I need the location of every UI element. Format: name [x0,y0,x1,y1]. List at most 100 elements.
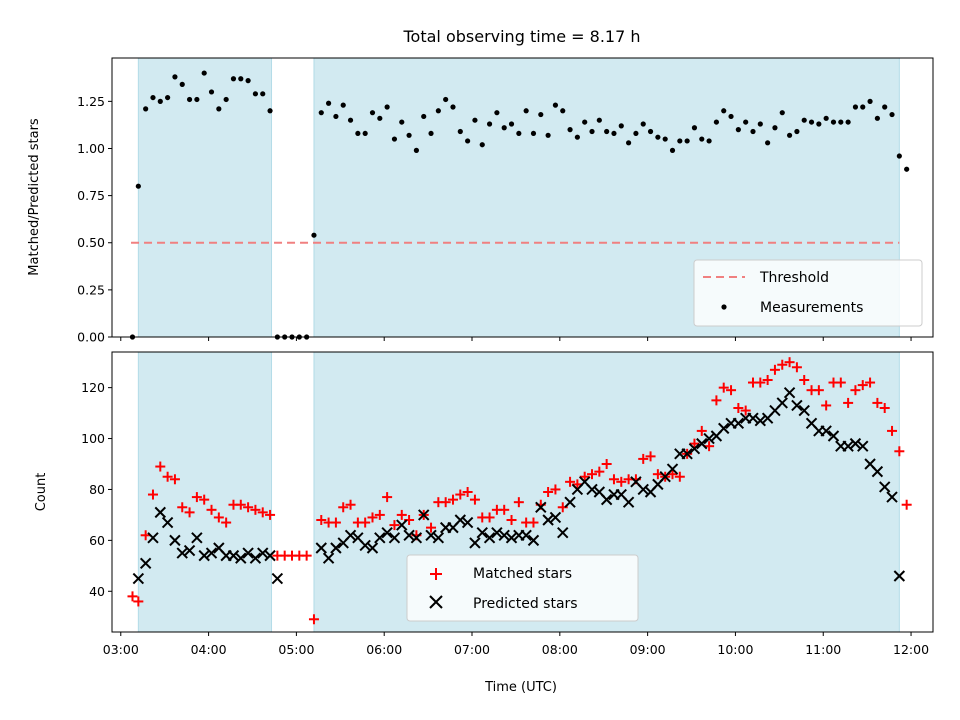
bottom-axes: 40 60 80 100 120 03:00 04:00 05:00 06:00 07:00 08:… [81,351,934,657]
measurement-point [882,104,888,110]
measurement-point [179,81,185,87]
measurement-point [611,130,617,137]
matched-star-point [221,517,232,528]
matched-star-point [543,487,554,497]
y-tick-label: 40 [89,584,105,599]
measurement-point [655,134,661,140]
measurement-point [530,130,537,137]
measurement-point [852,104,859,110]
measurement-point [589,128,595,135]
x-tick-label: 08:00 [542,642,578,657]
predicted-star-point [461,516,474,529]
measurement-point [838,119,844,125]
measurement-point [669,147,676,153]
predicted-star-point [235,552,247,564]
plot-frame [111,351,934,633]
matched-star-point [184,507,195,518]
matched-star-point [733,403,744,413]
predicted-star-point [242,547,254,559]
matched-star-point [689,438,700,449]
measurement-point [860,104,866,110]
x-tick-label: 05:00 [278,642,314,657]
matched-star-point [155,461,166,472]
legend-matched-swatch [430,568,442,580]
measurement-point [399,119,405,125]
y-tick-label: 0.50 [77,235,105,250]
predicted-star-point [432,532,445,544]
matched-star-point [887,425,898,436]
measurement-point [238,76,244,82]
matched-star-point [791,362,802,373]
chart-title: Total observing time = 8.17 h [402,27,640,46]
matched-star-point [440,497,451,508]
matched-star-point [667,469,678,480]
x-axis-label: Time (UTC) [484,680,557,695]
matched-star-point [872,397,883,408]
matched-star-point [579,471,590,482]
predicted-star-point [191,532,203,544]
predicted-star-point [622,496,635,508]
bottom-legend: Matched stars Predicted stars [406,554,639,622]
predicted-star-point [410,532,423,544]
matched-star-point [133,596,144,607]
measurement-point [706,138,712,144]
measurement-point [640,121,646,127]
matched-star-point [396,509,407,520]
top-axes: 0.00 0.25 0.50 0.75 1.00 1.25 [77,57,934,345]
measurement-point [377,115,383,121]
predicted-star-point [374,532,386,544]
matched-star-point [301,550,312,561]
matched-star-point [755,377,766,388]
matched-star-point [147,489,158,500]
x-tick-label: 04:00 [191,642,227,657]
measurement-point [208,89,215,95]
x-tick-label: 06:00 [366,642,402,657]
matched-star-point [528,517,539,528]
measurement-point [325,100,332,106]
measurement-point [391,136,398,142]
matched-star-point [645,451,656,462]
matched-star-point [499,504,510,515]
matched-star-point [455,489,466,500]
matched-star-point [843,397,854,408]
matched-star-point [235,499,246,510]
measurement-point [618,123,624,129]
predicted-star-point [483,532,496,544]
matched-star-point [469,494,480,505]
legend-measurements-label: Measurements [760,300,863,316]
matched-star-point [865,377,876,388]
matched-star-point [389,520,400,531]
predicted-star-point [827,430,840,442]
y-tick-label: 100 [81,431,105,446]
measurement-point [523,108,529,114]
predicted-star-point [893,570,906,582]
matched-star-point [213,512,224,523]
matched-star-point [206,504,217,515]
matched-star-point [711,395,722,406]
y-tick-label: 80 [89,482,105,497]
matched-star-point [762,375,773,385]
measurement-point [479,142,485,148]
predicted-star-point [849,437,862,450]
predicted-star-point [886,491,898,503]
measurement-point [472,117,478,123]
measurement-point [582,119,588,125]
measurement-point [216,106,222,112]
measurement-point [252,91,259,97]
predicted-star-point [257,547,269,559]
measurement-point [362,130,368,137]
matched-star-point [638,453,649,464]
predicted-star-point [264,549,276,562]
matched-star-point [726,385,737,396]
measurement-point [596,117,602,123]
predicted-star-point [396,519,408,531]
matched-star-point [513,497,524,508]
observing-interval-shade [137,57,273,338]
matched-star-point [367,512,378,523]
matched-star-point [587,469,598,480]
matched-star-point [506,515,517,525]
measurement-point [867,98,873,104]
matched-star-point [257,507,268,518]
predicted-star-point [161,516,174,529]
predicted-star-point [586,483,598,496]
